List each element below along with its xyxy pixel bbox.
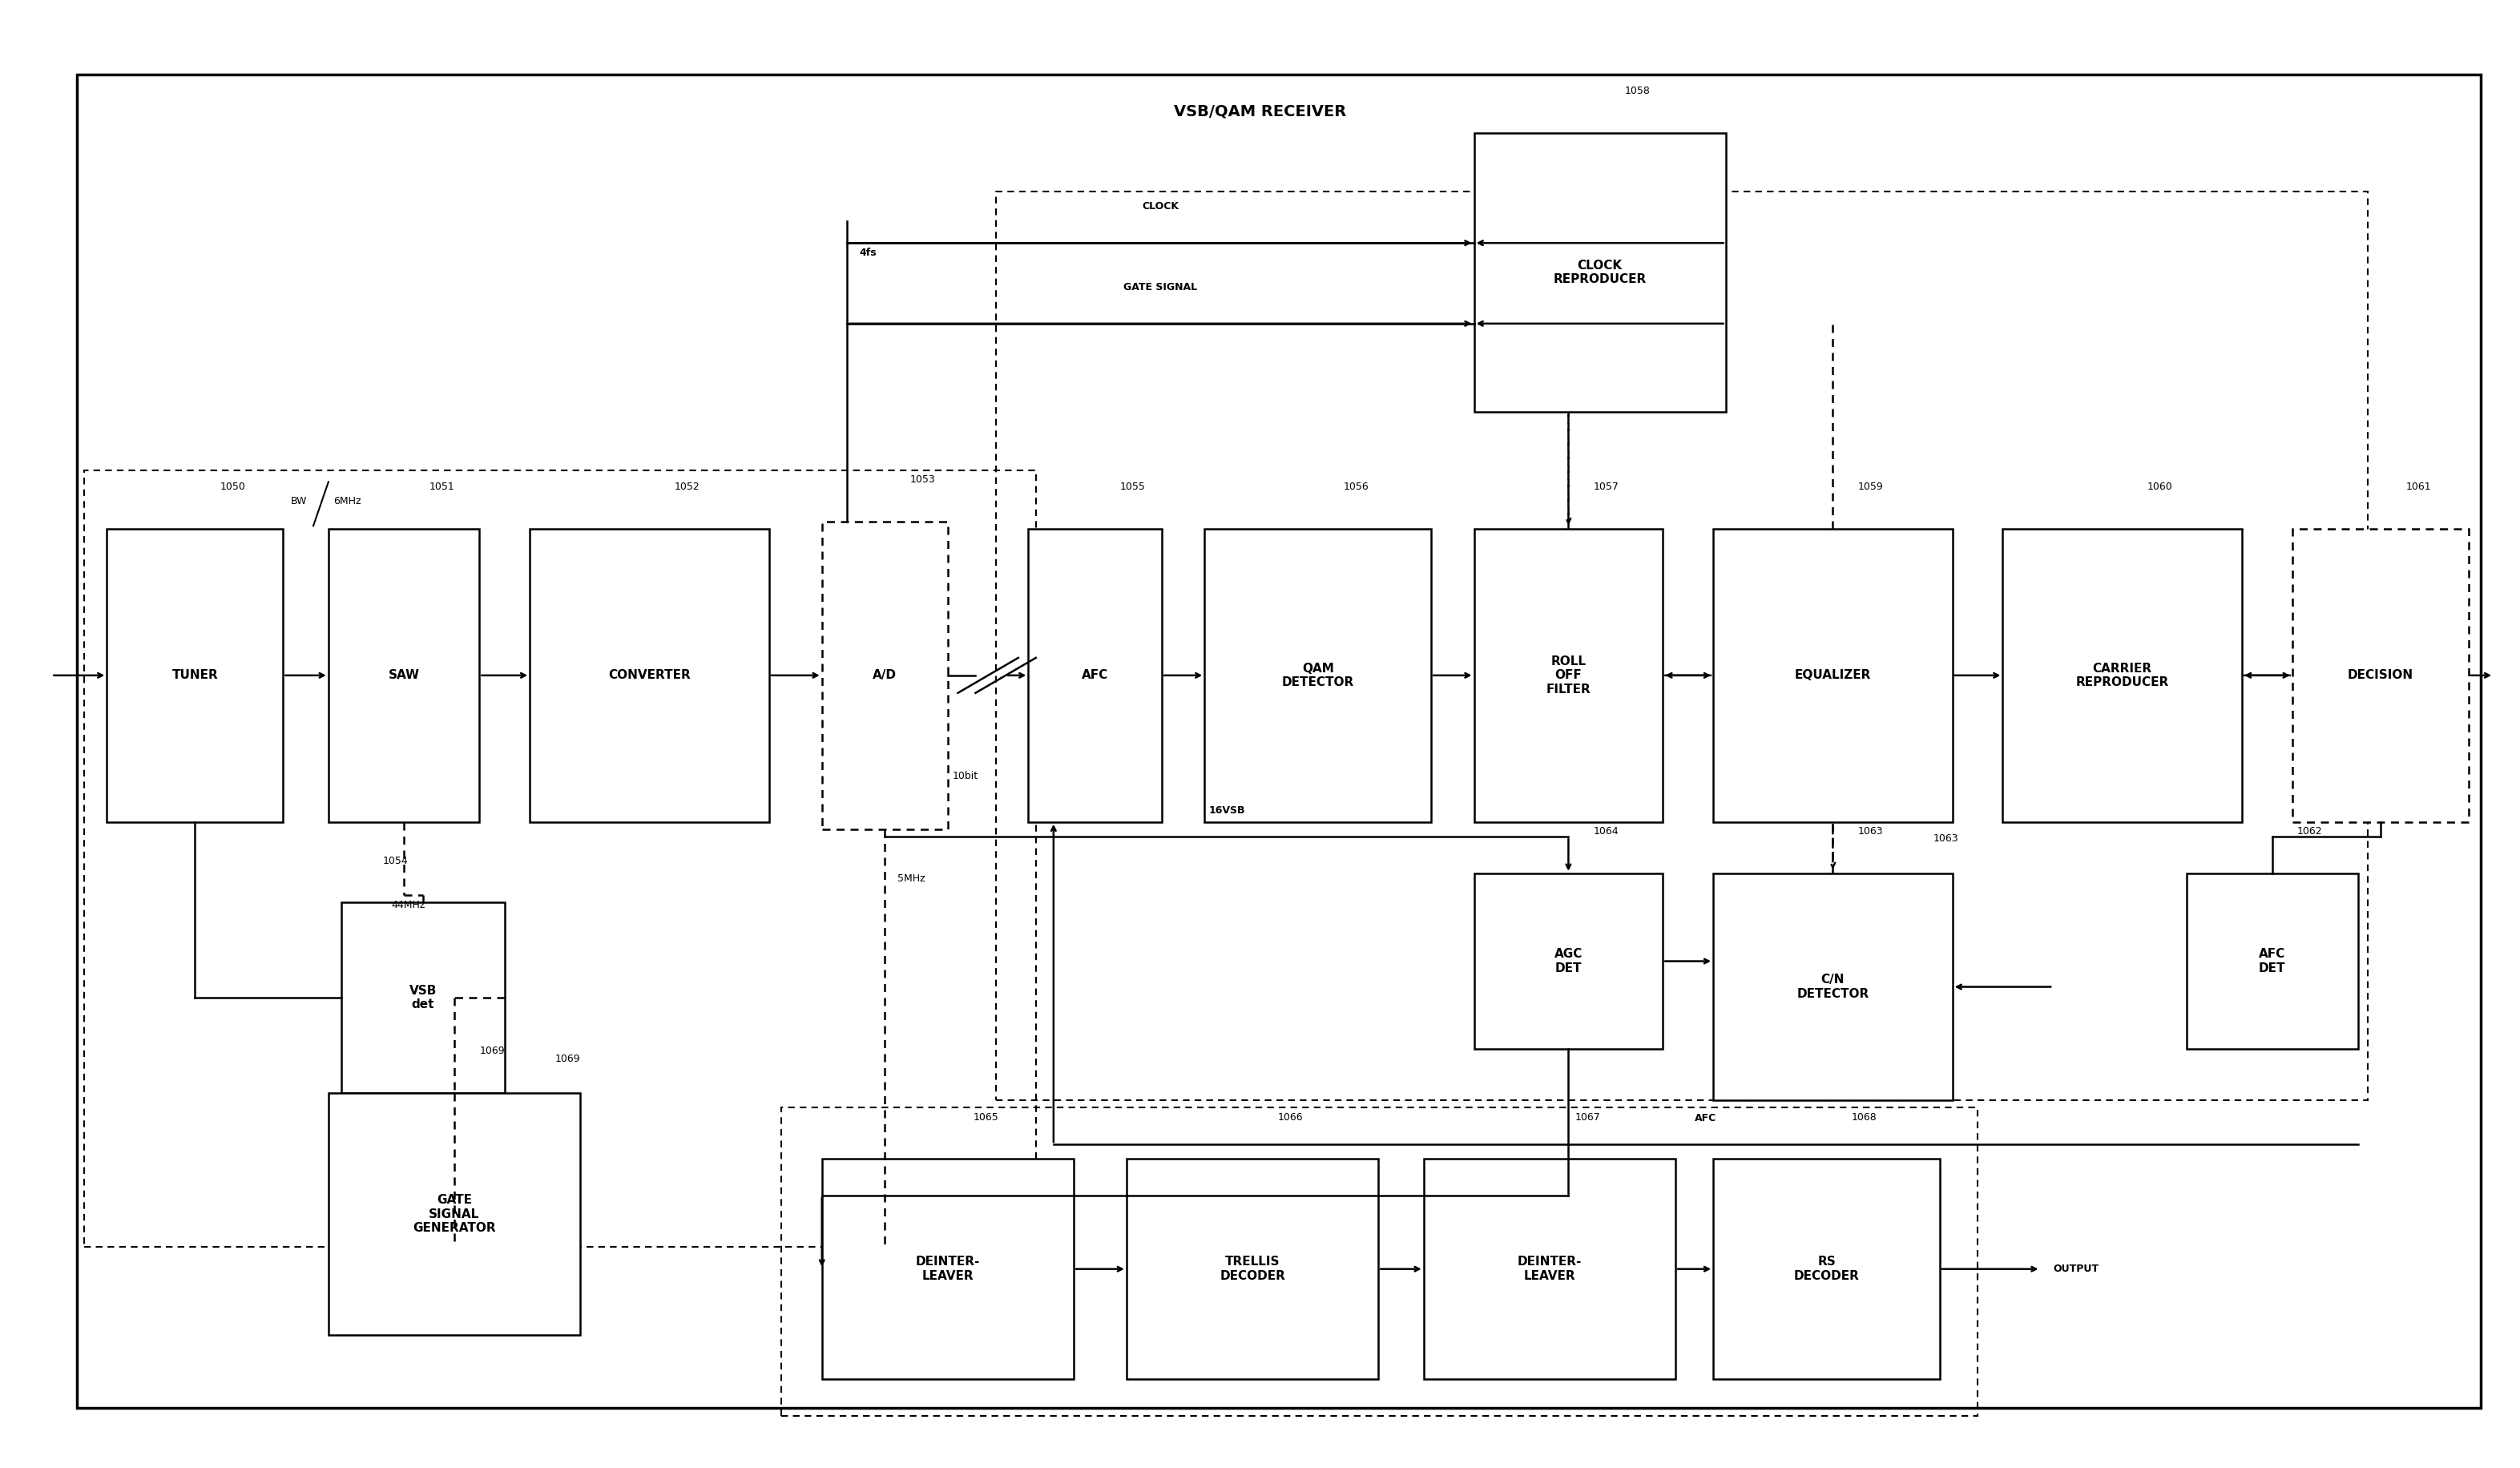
Bar bbox=[1714, 528, 1953, 822]
Text: 1067: 1067 bbox=[1575, 1113, 1600, 1123]
Text: CLOCK
REPRODUCER: CLOCK REPRODUCER bbox=[1552, 260, 1646, 285]
Text: 1066: 1066 bbox=[1278, 1113, 1303, 1123]
Text: 6MHz: 6MHz bbox=[333, 496, 360, 506]
Text: 1054: 1054 bbox=[383, 856, 408, 866]
Bar bbox=[1205, 528, 1431, 822]
Text: OUTPUT: OUTPUT bbox=[2054, 1264, 2099, 1274]
Bar bbox=[1126, 1160, 1378, 1378]
Text: BW: BW bbox=[290, 496, 307, 506]
Bar bbox=[1424, 1160, 1676, 1378]
Text: 1064: 1064 bbox=[1593, 826, 1618, 837]
Text: 44MHz: 44MHz bbox=[391, 900, 426, 910]
Bar bbox=[106, 528, 282, 822]
Text: GATE SIGNAL: GATE SIGNAL bbox=[1124, 282, 1197, 292]
Text: DEINTER-
LEAVER: DEINTER- LEAVER bbox=[1517, 1257, 1583, 1282]
Text: GATE
SIGNAL
GENERATOR: GATE SIGNAL GENERATOR bbox=[413, 1193, 496, 1235]
Text: 1052: 1052 bbox=[675, 482, 701, 492]
Text: DECISION: DECISION bbox=[2349, 669, 2414, 681]
Text: ROLL
OFF
FILTER: ROLL OFF FILTER bbox=[1547, 655, 1590, 696]
Text: 1060: 1060 bbox=[2147, 482, 2172, 492]
Text: VSB
det: VSB det bbox=[408, 985, 436, 1011]
Bar bbox=[1474, 873, 1663, 1050]
Text: 1063: 1063 bbox=[1933, 834, 1958, 844]
Text: AFC: AFC bbox=[1696, 1113, 1716, 1123]
Bar bbox=[2003, 528, 2243, 822]
Text: 1063: 1063 bbox=[1857, 826, 1882, 837]
Text: TUNER: TUNER bbox=[171, 669, 219, 681]
Text: QAM
DETECTOR: QAM DETECTOR bbox=[1283, 662, 1353, 688]
Bar bbox=[1028, 528, 1162, 822]
Text: EQUALIZER: EQUALIZER bbox=[1794, 669, 1870, 681]
Bar bbox=[781, 1108, 1978, 1415]
Bar bbox=[328, 1094, 580, 1334]
Text: 16VSB: 16VSB bbox=[1210, 804, 1245, 815]
Text: 1069: 1069 bbox=[479, 1047, 504, 1057]
Text: AFC
DET: AFC DET bbox=[2258, 948, 2286, 975]
Text: CLOCK: CLOCK bbox=[1142, 201, 1179, 211]
Text: AGC
DET: AGC DET bbox=[1555, 948, 1583, 975]
Bar bbox=[1714, 1160, 1940, 1378]
Text: 1050: 1050 bbox=[219, 482, 244, 492]
Text: RS
DECODER: RS DECODER bbox=[1794, 1257, 1860, 1282]
Bar bbox=[1474, 134, 1726, 411]
Text: SAW: SAW bbox=[388, 669, 421, 681]
Text: CONVERTER: CONVERTER bbox=[607, 669, 690, 681]
Text: 1057: 1057 bbox=[1593, 482, 1620, 492]
Bar bbox=[2187, 873, 2359, 1050]
Text: 1058: 1058 bbox=[1625, 87, 1651, 97]
Bar bbox=[328, 528, 479, 822]
Text: 1056: 1056 bbox=[1343, 482, 1368, 492]
Bar bbox=[1714, 873, 1953, 1101]
Bar bbox=[1474, 528, 1663, 822]
Text: 1055: 1055 bbox=[1121, 482, 1147, 492]
Text: TRELLIS
DECODER: TRELLIS DECODER bbox=[1220, 1257, 1285, 1282]
Text: 4fs: 4fs bbox=[859, 247, 877, 257]
Text: 5MHz: 5MHz bbox=[897, 873, 925, 884]
Text: 1065: 1065 bbox=[973, 1113, 998, 1123]
Bar bbox=[529, 528, 769, 822]
Bar bbox=[822, 521, 948, 829]
Bar bbox=[822, 1160, 1074, 1378]
Text: 1069: 1069 bbox=[554, 1054, 580, 1064]
Text: AFC: AFC bbox=[1081, 669, 1109, 681]
Bar bbox=[995, 192, 2369, 1101]
Text: VSB/QAM RECEIVER: VSB/QAM RECEIVER bbox=[1174, 103, 1346, 119]
Bar bbox=[2293, 528, 2470, 822]
Bar bbox=[83, 470, 1036, 1246]
Text: A/D: A/D bbox=[872, 669, 897, 681]
Text: DEINTER-
LEAVER: DEINTER- LEAVER bbox=[915, 1257, 980, 1282]
Bar bbox=[340, 903, 504, 1094]
Text: 1059: 1059 bbox=[1857, 482, 1882, 492]
Text: 1062: 1062 bbox=[2298, 826, 2323, 837]
Text: 1061: 1061 bbox=[2407, 482, 2432, 492]
Text: 10bit: 10bit bbox=[953, 771, 978, 781]
Text: 1068: 1068 bbox=[1852, 1113, 1877, 1123]
Text: 1053: 1053 bbox=[910, 474, 935, 484]
Text: C/N
DETECTOR: C/N DETECTOR bbox=[1797, 973, 1870, 1000]
Text: 1051: 1051 bbox=[428, 482, 454, 492]
Text: CARRIER
REPRODUCER: CARRIER REPRODUCER bbox=[2076, 662, 2170, 688]
